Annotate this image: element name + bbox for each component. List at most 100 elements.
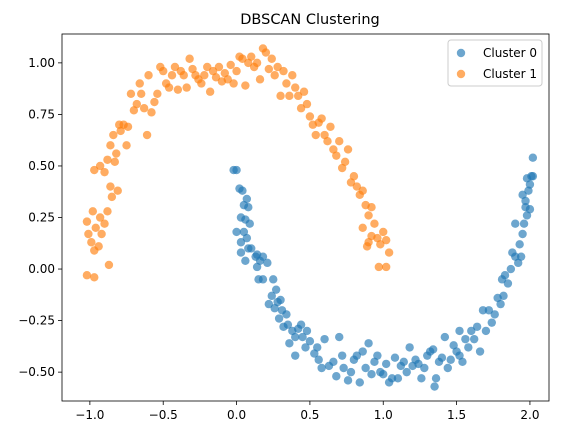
point-cluster-1 — [332, 151, 341, 160]
point-cluster-1 — [87, 238, 96, 247]
legend-marker-0 — [456, 48, 466, 58]
point-cluster-1 — [95, 161, 105, 171]
point-cluster-0 — [367, 370, 376, 379]
point-cluster-0 — [302, 326, 312, 336]
point-cluster-0 — [282, 310, 291, 319]
point-cluster-1 — [379, 227, 388, 237]
point-cluster-0 — [414, 359, 423, 369]
point-cluster-1 — [203, 62, 212, 72]
point-cluster-0 — [469, 334, 479, 344]
point-cluster-0 — [335, 332, 344, 342]
point-cluster-1 — [241, 81, 250, 90]
point-cluster-0 — [437, 353, 447, 362]
point-cluster-0 — [270, 304, 279, 313]
point-cluster-0 — [390, 353, 400, 362]
point-cluster-0 — [475, 347, 485, 356]
point-cluster-0 — [472, 322, 482, 331]
point-cluster-1 — [276, 91, 285, 101]
point-cluster-1 — [147, 108, 156, 117]
point-cluster-0 — [291, 332, 300, 342]
point-cluster-1 — [261, 48, 271, 57]
point-cluster-0 — [387, 374, 397, 383]
point-cluster-1 — [106, 182, 115, 191]
y-tick-label: 0.25 — [28, 211, 55, 225]
y-tick-label: 1.00 — [28, 56, 55, 70]
point-cluster-0 — [337, 351, 347, 360]
point-cluster-0 — [296, 320, 306, 329]
point-cluster-1 — [349, 172, 359, 181]
point-cluster-1 — [232, 66, 241, 76]
point-cluster-0 — [267, 291, 276, 301]
point-cluster-1 — [82, 217, 92, 226]
point-cluster-0 — [242, 233, 252, 243]
point-cluster-0 — [232, 165, 241, 175]
point-cluster-0 — [252, 262, 262, 272]
point-cluster-1 — [247, 52, 256, 61]
point-cluster-0 — [352, 351, 362, 360]
point-cluster-1 — [223, 75, 232, 84]
point-cluster-0 — [274, 314, 284, 323]
point-cluster-1 — [137, 89, 146, 98]
point-cluster-0 — [242, 194, 252, 204]
point-cluster-1 — [226, 60, 235, 70]
point-cluster-0 — [238, 186, 247, 195]
x-tick-label: 1.5 — [447, 408, 466, 422]
point-cluster-1 — [84, 229, 93, 239]
point-cluster-1 — [150, 97, 159, 107]
point-cluster-0 — [343, 376, 353, 385]
point-cluster-1 — [255, 75, 265, 84]
point-cluster-1 — [113, 186, 122, 195]
point-cluster-0 — [500, 271, 510, 280]
point-cluster-0 — [446, 355, 455, 364]
point-cluster-1 — [296, 104, 306, 113]
point-cluster-0 — [247, 244, 256, 253]
x-axis: −1.0 −0.5 0.0 0.5 1.0 1.5 2.0 — [75, 401, 539, 422]
point-cluster-0 — [467, 326, 476, 336]
point-cluster-0 — [431, 374, 441, 383]
point-cluster-0 — [402, 367, 411, 377]
point-cluster-1 — [185, 54, 194, 63]
point-cluster-0 — [358, 347, 367, 356]
point-cluster-0 — [236, 248, 246, 257]
point-cluster-0 — [440, 332, 450, 342]
legend-label-1: Cluster 1 — [483, 67, 537, 81]
legend-label-0: Cluster 0 — [483, 46, 537, 60]
point-cluster-0 — [443, 363, 452, 373]
point-cluster-0 — [263, 258, 272, 268]
point-cluster-1 — [376, 240, 385, 249]
point-cluster-1 — [122, 141, 131, 150]
point-cluster-0 — [528, 153, 538, 162]
point-cluster-0 — [528, 172, 538, 181]
x-tick-label: 1.0 — [374, 408, 393, 422]
point-cluster-0 — [269, 275, 278, 284]
point-cluster-1 — [112, 149, 121, 158]
point-cluster-0 — [339, 363, 348, 373]
point-cluster-0 — [244, 202, 253, 212]
point-cluster-0 — [283, 320, 293, 329]
point-cluster-1 — [100, 167, 109, 177]
point-cluster-0 — [271, 285, 281, 294]
point-cluster-1 — [197, 79, 206, 88]
point-cluster-0 — [361, 363, 370, 373]
point-cluster-0 — [405, 343, 414, 352]
point-cluster-0 — [490, 310, 499, 319]
point-cluster-1 — [374, 262, 384, 272]
point-cluster-0 — [430, 382, 439, 391]
point-cluster-1 — [317, 114, 326, 123]
point-cluster-1 — [288, 71, 297, 80]
x-tick-label: −0.5 — [149, 408, 178, 422]
point-cluster-1 — [279, 66, 288, 76]
y-tick-label: 0.75 — [28, 107, 55, 121]
point-cluster-1 — [326, 122, 335, 131]
point-cluster-0 — [236, 238, 246, 247]
point-cluster-0 — [291, 351, 300, 360]
point-cluster-1 — [381, 262, 391, 272]
point-cluster-1 — [167, 71, 177, 80]
point-cluster-1 — [126, 89, 136, 98]
point-cluster-1 — [164, 83, 174, 92]
point-cluster-0 — [506, 264, 516, 274]
point-cluster-1 — [132, 99, 142, 109]
y-axis: −0.50 −0.25 0.00 0.25 0.50 0.75 1.00 — [18, 56, 62, 379]
point-cluster-0 — [332, 372, 341, 381]
